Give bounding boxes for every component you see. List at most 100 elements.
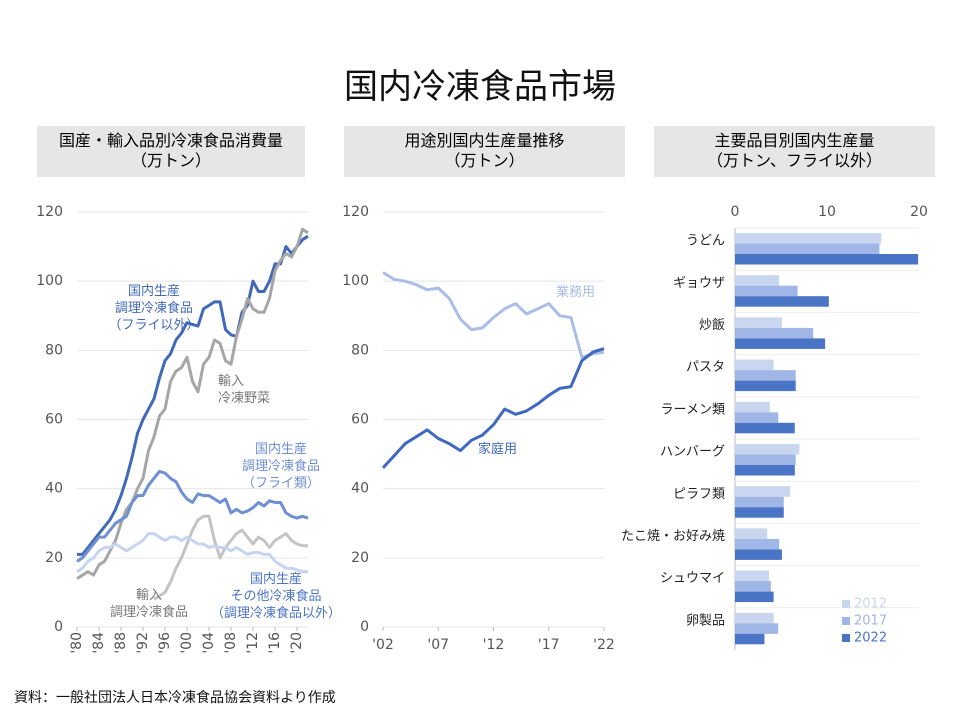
bar [735, 623, 779, 634]
x-tick-label: '17 [538, 637, 560, 653]
bar [735, 327, 814, 339]
category-label: うどん [686, 234, 725, 249]
series-label: 国内生産 調理冷凍食品 （フライ類） [241, 442, 320, 491]
y-tick-label: 80 [351, 342, 369, 358]
bar [735, 254, 919, 265]
bar [735, 591, 774, 603]
bar [735, 401, 770, 413]
series-label: 国内生産 調理冷凍食品 （フライ以外） [108, 284, 200, 333]
panel-title: 主要品目別国内生産量 （万トン、フライ以外） [654, 126, 935, 177]
series-line [381, 347, 605, 469]
bar [735, 633, 765, 645]
bar [735, 243, 880, 254]
category-label: ハンバーグ [660, 445, 725, 460]
x-tick-label: '12 [483, 637, 505, 653]
bar [735, 380, 796, 392]
panel-title: 用途別国内生産量推移 （万トン） [344, 126, 625, 177]
category-label: ラーメン類 [661, 402, 725, 417]
bar [735, 359, 774, 371]
x-tick-label: '08 [223, 632, 239, 654]
x-tick-label: '00 [179, 632, 195, 654]
y-tick-label: 100 [36, 273, 63, 289]
bar [735, 538, 780, 550]
bar [735, 422, 795, 434]
legend-swatch [842, 600, 850, 608]
bar [735, 285, 798, 297]
main-title: 国内冷凍食品市場 [344, 67, 616, 107]
y-tick-label: 40 [45, 481, 63, 497]
bar [735, 486, 791, 497]
bar [735, 507, 784, 518]
panel-title: 国産・輸入品別冷凍食品消費量 （万トン） [37, 126, 305, 177]
category-label: パスタ [686, 360, 725, 375]
category-label: 炒飯 [699, 318, 725, 333]
y-tick-label: 80 [45, 342, 63, 358]
x-tick-label: 20 [910, 204, 928, 220]
x-tick-label: 10 [818, 204, 836, 220]
x-tick-label: '88 [113, 632, 129, 654]
category-label: ギョウザ [673, 276, 725, 291]
x-tick-label: '12 [245, 632, 261, 654]
x-tick-label: 0 [731, 204, 740, 220]
category-label: シュウマイ [660, 571, 725, 586]
series-label: 輸入 冷凍野菜 [218, 374, 271, 406]
bar [735, 296, 829, 307]
bar [735, 338, 826, 349]
x-tick-label: '04 [201, 632, 217, 654]
x-tick-label: '92 [135, 632, 151, 654]
category-label: ピラフ類 [673, 487, 725, 502]
legend-swatch [842, 617, 850, 625]
bar [735, 454, 796, 465]
series-line [382, 271, 605, 359]
bar [735, 528, 768, 539]
legend-label: 2022 [854, 631, 887, 646]
series-label: 家庭用 [478, 442, 518, 457]
y-tick-label: 120 [342, 204, 369, 220]
bar [735, 233, 882, 244]
y-tick-label: 40 [351, 481, 369, 497]
bar [735, 549, 782, 560]
series-label: 業務用 [556, 285, 596, 300]
bar [735, 370, 796, 381]
series-line [76, 532, 308, 574]
y-tick-label: 60 [351, 412, 369, 428]
bar [735, 570, 770, 582]
bar [735, 612, 774, 624]
y-tick-label: 0 [54, 619, 63, 635]
x-tick-label: '84 [91, 632, 107, 654]
x-tick-label: '16 [267, 632, 283, 654]
x-tick-label: '80 [69, 632, 85, 654]
x-tick-label: '22 [593, 637, 615, 653]
legend-label: 2017 [854, 614, 887, 629]
category-label: たこ焼・お好み焼 [621, 529, 725, 544]
category-label: 卵製品 [686, 613, 725, 628]
legend-swatch [842, 634, 850, 642]
source-note: 資料：一般社団法人日本冷凍食品協会資料より作成 [14, 690, 336, 706]
y-tick-label: 0 [360, 619, 369, 635]
x-tick-label: '20 [289, 632, 305, 654]
series-line [153, 514, 308, 601]
y-tick-label: 60 [45, 412, 63, 428]
legend-label: 2012 [854, 597, 887, 612]
x-tick-label: '07 [427, 637, 449, 653]
y-tick-label: 20 [45, 550, 63, 566]
y-tick-label: 100 [342, 273, 369, 289]
bar [735, 496, 784, 508]
bar [735, 581, 771, 592]
bar [735, 275, 780, 286]
bar [735, 465, 795, 476]
bar [735, 317, 782, 328]
series-label: 輸入 調理冷凍食品 [109, 588, 188, 620]
bar [735, 412, 779, 423]
series-line [76, 469, 309, 563]
x-tick-label: '96 [157, 632, 173, 654]
x-tick-label: '02 [372, 637, 394, 653]
y-tick-label: 20 [351, 550, 369, 566]
series-line [76, 227, 309, 580]
y-tick-label: 120 [36, 204, 63, 220]
series-line [77, 234, 309, 556]
bar [735, 444, 800, 455]
series-label: 国内生産 その他冷凍食品 （調理冷凍食品以外） [210, 572, 341, 621]
